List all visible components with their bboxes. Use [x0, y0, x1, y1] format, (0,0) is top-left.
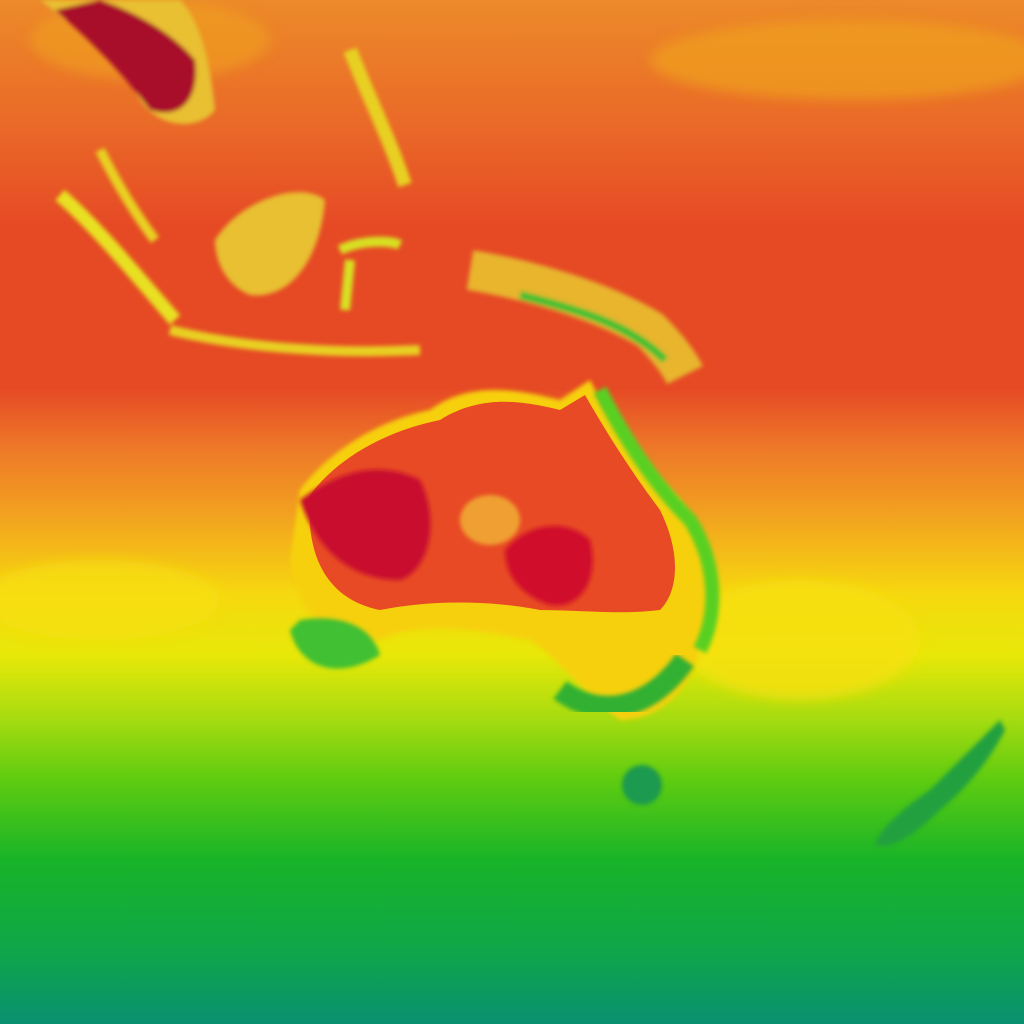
- tasmania: [622, 765, 662, 805]
- new-zealand: [875, 720, 1005, 846]
- australia: [290, 380, 720, 720]
- indochina: [40, 0, 215, 243]
- indonesia-islands: [55, 47, 703, 385]
